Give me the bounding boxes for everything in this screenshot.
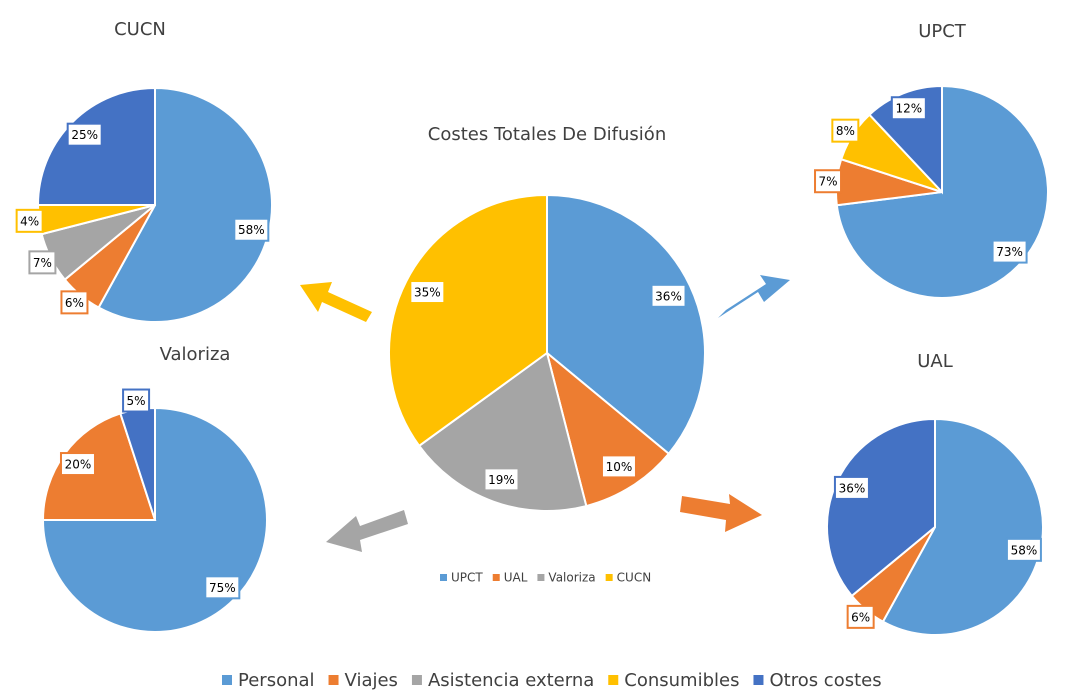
data-label: 4%: [20, 214, 39, 228]
data-label-box: [204, 575, 241, 600]
data-label-box: [650, 283, 687, 308]
legend-label: Otros costes: [769, 670, 881, 691]
data-label-box: [600, 454, 637, 479]
data-label: 19%: [488, 473, 515, 487]
data-label: 25%: [71, 128, 98, 142]
data-label: 7%: [33, 256, 52, 270]
pie-title: UPCT: [918, 21, 967, 42]
data-label: 36%: [655, 289, 682, 303]
data-label: 58%: [1011, 543, 1038, 557]
data-label: 7%: [819, 175, 838, 189]
data-label: 6%: [65, 296, 84, 310]
data-label: 75%: [209, 581, 236, 595]
data-label-box: [233, 217, 270, 242]
legend-label: Viajes: [345, 670, 398, 691]
arrow: [718, 275, 790, 318]
legend-marker: [537, 574, 545, 581]
arrow: [300, 282, 372, 322]
arrow: [680, 494, 762, 532]
data-label-box: [409, 280, 446, 305]
data-label-box: [831, 118, 860, 143]
pie-slice: [417, 351, 588, 512]
legend-marker: [492, 574, 500, 581]
data-label: 35%: [414, 286, 441, 300]
data-label-box: [483, 467, 520, 492]
arrow: [326, 510, 408, 552]
pie-slice: [546, 193, 706, 456]
legend-marker: [753, 675, 764, 685]
legend-label: Valoriza: [548, 571, 595, 585]
data-label-box: [66, 122, 103, 147]
legend-marker: [608, 675, 619, 685]
legend-marker: [411, 675, 422, 685]
data-label: 5%: [127, 394, 146, 408]
data-label: 10%: [606, 460, 633, 474]
pie-title: Costes Totales De Difusión: [428, 124, 666, 145]
legend-marker: [440, 574, 447, 581]
pie-slice: [388, 193, 548, 448]
legend-label: UPCT: [451, 571, 483, 585]
legend-marker: [222, 675, 232, 685]
pie-title: Valoriza: [160, 344, 231, 365]
data-label: 12%: [895, 102, 922, 116]
data-label-box: [890, 96, 927, 121]
legend-marker: [328, 675, 339, 685]
pie-title: UAL: [917, 351, 953, 372]
legend-label: Personal: [238, 670, 315, 691]
data-label-box: [28, 250, 57, 275]
legend-label: Asistencia externa: [428, 670, 594, 691]
legend-label: Consumibles: [624, 670, 739, 691]
data-label: 20%: [65, 458, 92, 472]
data-label-box: [15, 208, 44, 233]
data-label: 36%: [839, 481, 866, 495]
data-label-box: [1005, 537, 1042, 562]
data-label-box: [122, 388, 151, 413]
legend-marker: [605, 574, 613, 581]
legend-label: UAL: [504, 571, 528, 585]
data-label-box: [60, 290, 89, 315]
data-label-box: [846, 604, 875, 629]
data-label: 6%: [851, 610, 870, 624]
data-label: 8%: [836, 124, 855, 138]
data-label-box: [59, 452, 96, 477]
legend-label: CUCN: [617, 571, 652, 585]
pie-title: CUCN: [114, 19, 166, 40]
data-label-box: [991, 239, 1028, 264]
data-label: 58%: [238, 223, 265, 237]
data-label-box: [814, 169, 843, 194]
data-label: 73%: [996, 245, 1023, 259]
data-label-box: [833, 475, 870, 500]
